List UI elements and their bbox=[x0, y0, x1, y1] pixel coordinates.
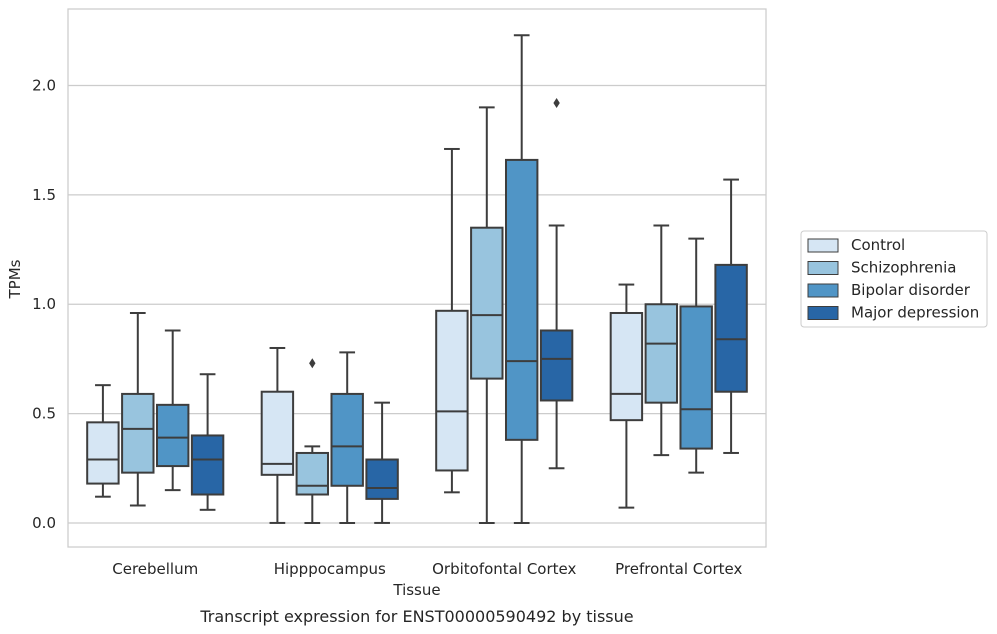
plot-frame bbox=[67, 8, 767, 548]
box-iqr bbox=[260, 390, 295, 476]
box-iqr bbox=[121, 392, 155, 474]
x-tick-label: Hipppocampus bbox=[274, 560, 386, 578]
box-2-0 bbox=[435, 147, 469, 494]
box-iqr bbox=[609, 311, 644, 422]
legend-swatch bbox=[807, 238, 839, 253]
box-0-1 bbox=[121, 311, 155, 507]
box-iqr bbox=[644, 303, 679, 404]
legend-swatch bbox=[807, 283, 839, 298]
legend-label: Major depression bbox=[851, 304, 979, 322]
box-iqr bbox=[155, 403, 190, 468]
box-iqr bbox=[295, 451, 330, 496]
box-iqr bbox=[539, 329, 574, 402]
box-1-1 bbox=[295, 358, 330, 524]
x-axis-label: Tissue bbox=[392, 581, 440, 599]
box-0-0 bbox=[86, 384, 120, 498]
box-3-0 bbox=[609, 283, 644, 509]
box-iqr bbox=[504, 158, 539, 441]
y-tick-label: 1.5 bbox=[32, 186, 56, 204]
box-0-3 bbox=[190, 373, 225, 511]
legend-item: Control bbox=[807, 236, 905, 254]
y-axis-label: TPMs bbox=[6, 259, 24, 299]
box-0-2 bbox=[155, 329, 190, 492]
box-3-3 bbox=[714, 178, 748, 454]
y-tick-label: 0.0 bbox=[32, 514, 56, 532]
y-tick-label: 2.0 bbox=[32, 77, 56, 95]
y-tick-label: 0.5 bbox=[32, 405, 56, 423]
box-2-3 bbox=[539, 98, 574, 470]
box-1-0 bbox=[260, 346, 295, 524]
box-3-1 bbox=[644, 224, 679, 457]
legend-item: Major depression bbox=[807, 304, 979, 322]
boxes-layer bbox=[86, 34, 748, 524]
legend-frame bbox=[800, 230, 988, 328]
box-2-2 bbox=[504, 34, 539, 524]
x-tick-label: Orbitofontal Cortex bbox=[432, 560, 576, 578]
box-iqr bbox=[365, 458, 399, 500]
box-iqr bbox=[470, 226, 504, 380]
chart-caption: Transcript expression for ENST0000059049… bbox=[199, 607, 633, 626]
x-tick-label: Prefrontal Cortex bbox=[615, 560, 742, 578]
box-1-2 bbox=[330, 351, 364, 524]
legend-swatch bbox=[807, 306, 839, 320]
legend: Control Schizophrenia Bipolar disorder Majo… bbox=[800, 230, 988, 328]
box-3-2 bbox=[679, 237, 713, 474]
outlier-point bbox=[553, 98, 560, 109]
legend-label: Bipolar disorder bbox=[851, 281, 971, 299]
x-tick-label: Cerebellum bbox=[112, 560, 198, 578]
x-tick-labels: Cerebellum Hipppocampus Orbitofontal Corte… bbox=[112, 560, 742, 578]
legend-label: Control bbox=[851, 236, 905, 254]
box-iqr bbox=[435, 309, 469, 472]
box-iqr bbox=[330, 392, 364, 487]
box-iqr bbox=[714, 263, 748, 393]
outlier-point bbox=[309, 358, 316, 369]
box-1-3 bbox=[365, 401, 399, 524]
box-2-1 bbox=[470, 106, 504, 524]
y-tick-labels: 0.0 0.5 1.0 1.5 2.0 bbox=[32, 77, 56, 532]
legend-item: Bipolar disorder bbox=[807, 281, 971, 299]
box-iqr bbox=[679, 305, 713, 450]
legend-label: Schizophrenia bbox=[851, 259, 956, 277]
box-iqr bbox=[86, 421, 120, 485]
box-iqr bbox=[190, 434, 225, 496]
legend-item: Schizophrenia bbox=[807, 259, 956, 277]
legend-swatch bbox=[807, 261, 839, 275]
y-tick-label: 1.0 bbox=[32, 295, 56, 313]
